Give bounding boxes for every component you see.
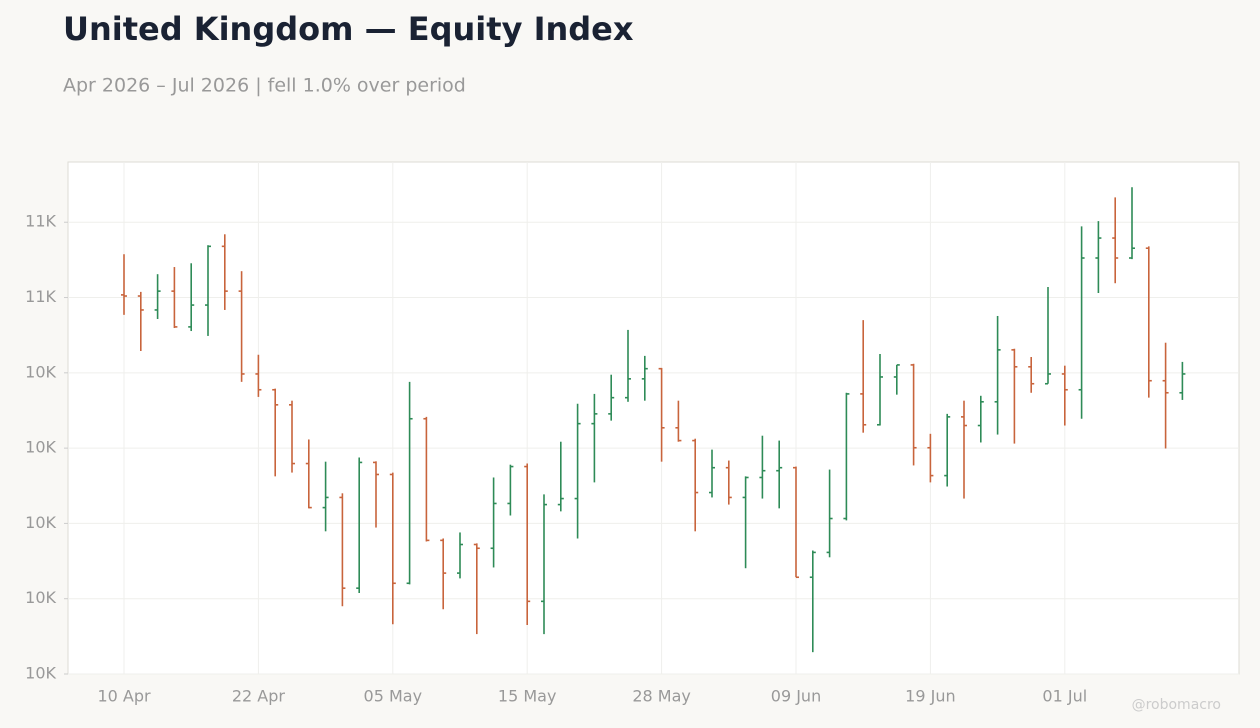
plot-area — [67, 161, 1240, 675]
x-tick-label: 10 Apr — [97, 687, 151, 706]
chart-subtitle: Apr 2026 – Jul 2026 | fell 1.0% over per… — [63, 75, 466, 97]
x-tick-label: 01 Jul — [1042, 687, 1087, 706]
y-tick-label: 11K — [25, 212, 56, 231]
y-tick-label: 10K — [25, 438, 56, 457]
chart-title: United Kingdom — Equity Index — [63, 10, 634, 48]
x-tick-label: 19 Jun — [905, 687, 955, 706]
y-tick-label: 10K — [25, 588, 56, 607]
y-tick-label: 10K — [25, 362, 56, 381]
y-tick-label: 10K — [25, 513, 56, 532]
x-tick-label: 28 May — [632, 687, 691, 706]
x-tick-label: 05 May — [364, 687, 423, 706]
x-tick-label: 09 Jun — [771, 687, 821, 706]
y-tick-label: 11K — [25, 287, 56, 306]
x-tick-label: 15 May — [498, 687, 557, 706]
watermark: @robomacro — [1132, 697, 1221, 713]
x-tick-label: 22 Apr — [232, 687, 286, 706]
y-tick-label: 10K — [25, 664, 56, 683]
